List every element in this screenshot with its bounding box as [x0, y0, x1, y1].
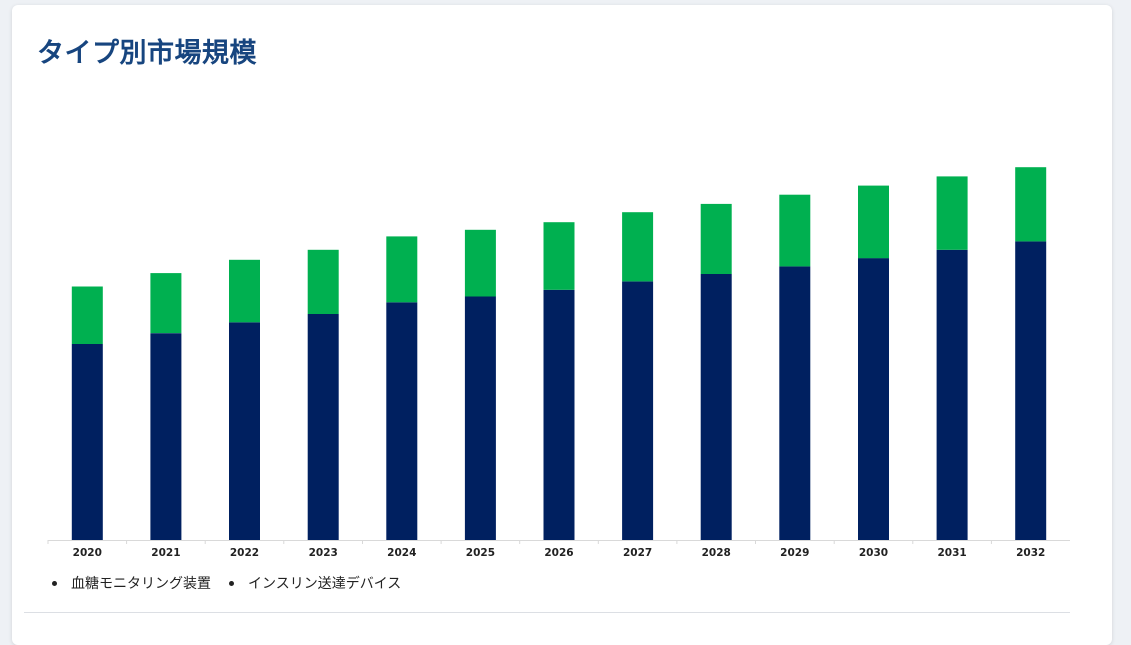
bar-segment-2021-glucose-monitoring[interactable] [150, 333, 182, 540]
x-tick-label: 2026 [544, 547, 573, 559]
x-tick-label: 2032 [1016, 547, 1045, 559]
x-tick-label: 2022 [230, 547, 259, 559]
chart-legend: 血糖モニタリング装置 インスリン送達デバイス [52, 573, 419, 593]
bar-segment-2027-insulin-delivery[interactable] [622, 212, 654, 282]
x-tick-label: 2025 [466, 547, 495, 559]
legend-item-glucose-monitoring[interactable]: 血糖モニタリング装置 [52, 573, 211, 593]
x-tick-label: 2020 [73, 547, 102, 559]
bar-segment-2030-glucose-monitoring[interactable] [858, 258, 889, 540]
bar-segment-2031-insulin-delivery[interactable] [936, 176, 968, 250]
x-tick-label: 2024 [387, 547, 416, 559]
bar-segment-2023-insulin-delivery[interactable] [307, 249, 339, 314]
legend-label: インスリン送達デバイス [248, 576, 402, 592]
bar-segment-2031-glucose-monitoring[interactable] [936, 249, 968, 541]
bar-segment-2021-insulin-delivery[interactable] [150, 273, 182, 334]
bar-segment-2028-glucose-monitoring[interactable] [700, 274, 732, 540]
bottom-divider [24, 612, 1070, 613]
bar-segment-2024-insulin-delivery[interactable] [386, 236, 418, 303]
x-tick-label: 2030 [859, 547, 888, 559]
bar-segment-2022-glucose-monitoring[interactable] [229, 322, 260, 540]
x-tick-label: 2021 [151, 547, 180, 559]
chart-title: タイプ別市場規模 [37, 38, 257, 69]
legend-label: 血糖モニタリング装置 [71, 576, 211, 592]
legend-bullet-icon [52, 580, 57, 586]
legend-bullet-icon [229, 580, 234, 586]
legend-item-insulin-delivery[interactable]: インスリン送達デバイス [229, 573, 401, 593]
bar-segment-2032-insulin-delivery[interactable] [1015, 167, 1047, 242]
x-tick-label: 2023 [309, 547, 338, 559]
bar-segment-2030-insulin-delivery[interactable] [858, 185, 889, 259]
x-tick-label: 2031 [937, 547, 966, 559]
stacked-bar-chart: 2020 2021 2022 2023 2024 2025 2026 2027 2028 2029… [47, 167, 1070, 559]
bar-segment-2025-glucose-monitoring[interactable] [464, 296, 496, 541]
bar-segment-2027-glucose-monitoring[interactable] [622, 281, 654, 541]
bar-segment-2020-insulin-delivery[interactable] [71, 286, 103, 345]
bar-segment-2029-glucose-monitoring[interactable] [779, 266, 811, 540]
bar-segment-2023-glucose-monitoring[interactable] [307, 314, 339, 540]
bar-segment-2026-insulin-delivery[interactable] [543, 222, 575, 290]
bar-segment-2029-insulin-delivery[interactable] [779, 194, 811, 267]
bar-segment-2026-glucose-monitoring[interactable] [543, 289, 575, 540]
bar-segment-2024-glucose-monitoring[interactable] [386, 302, 418, 540]
x-tick-label: 2029 [780, 547, 809, 559]
x-tick-label: 2028 [702, 547, 731, 559]
bar-segment-2025-insulin-delivery[interactable] [464, 229, 496, 297]
x-tick-label: 2027 [623, 547, 652, 559]
bar-segment-2032-glucose-monitoring[interactable] [1015, 241, 1047, 540]
bar-segment-2020-glucose-monitoring[interactable] [71, 344, 103, 540]
bar-segment-2022-insulin-delivery[interactable] [229, 259, 260, 323]
bar-segment-2028-insulin-delivery[interactable] [700, 203, 732, 274]
